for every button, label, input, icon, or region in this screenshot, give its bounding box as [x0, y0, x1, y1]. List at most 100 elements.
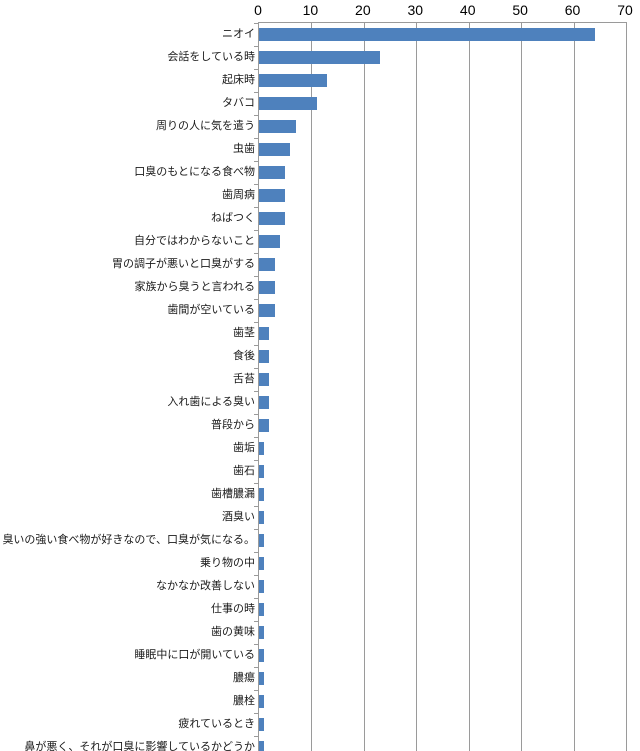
category-label: 入れ歯による臭い [167, 396, 255, 408]
y-axis-tick-mark [254, 644, 258, 645]
bar-row: 入れ歯による臭い [0, 391, 640, 414]
bar [259, 51, 380, 64]
bar-row: 臭いの強い食べ物が好きなので、口臭が気になる。 [0, 529, 640, 552]
bar [259, 97, 317, 110]
bar [259, 626, 265, 639]
gridline [363, 23, 365, 751]
bar-row: 仕事の時 [0, 598, 640, 621]
category-label: 周りの人に気を遣う [156, 120, 255, 132]
bar [259, 465, 265, 478]
category-label: 歯石 [233, 465, 255, 477]
bar-row: 膿瘍 [0, 667, 640, 690]
category-label: 鼻が悪く、それが口臭に影響しているかどうか [24, 741, 255, 751]
bar [259, 120, 296, 133]
category-label: 起床時 [222, 74, 255, 86]
y-axis-tick-mark [254, 69, 258, 70]
bar-row: 周りの人に気を遣う [0, 115, 640, 138]
y-axis-tick-mark [254, 575, 258, 576]
bar [259, 557, 265, 570]
bar [259, 373, 270, 386]
bar-row: 疲れているとき [0, 713, 640, 736]
category-label: 歯の黄味 [211, 626, 255, 638]
category-label: 普段から [211, 419, 255, 431]
category-label: 乗り物の中 [200, 557, 255, 569]
y-axis-tick-mark [254, 115, 258, 116]
bar-row: 睡眠中に口が開いている [0, 644, 640, 667]
category-label: 歯垢 [233, 442, 255, 454]
bar-row: 食後 [0, 345, 640, 368]
bar-row: 虫歯 [0, 138, 640, 161]
plot-area [258, 22, 627, 751]
bar [259, 580, 265, 593]
y-axis-tick-mark [254, 667, 258, 668]
y-axis-tick-mark [254, 161, 258, 162]
bar [259, 28, 595, 41]
bar [259, 350, 270, 363]
category-label: ねばつく [211, 212, 255, 224]
gridline [416, 23, 418, 751]
bar [259, 74, 328, 87]
category-label: なかなか改善しない [156, 580, 255, 592]
bar-row: 歯の黄味 [0, 621, 640, 644]
bar-row: 口臭のもとになる食べ物 [0, 161, 640, 184]
bar-row: 会話をしている時 [0, 46, 640, 69]
y-axis-tick-mark [254, 552, 258, 553]
category-label: 歯周病 [222, 189, 255, 201]
y-axis-tick-mark [254, 736, 258, 737]
bar-row: 酒臭い [0, 506, 640, 529]
x-axis-tick-label: 30 [407, 2, 424, 18]
x-axis-tick-labels: 0 10 20 30 40 50 60 70 [0, 0, 640, 22]
gridline [521, 23, 523, 751]
bar [259, 396, 270, 409]
category-label: 虫歯 [233, 143, 255, 155]
bar-row: 歯槽膿漏 [0, 483, 640, 506]
bar [259, 258, 275, 271]
x-axis-tick-label: 0 [254, 2, 262, 18]
category-label: 膿栓 [233, 695, 255, 707]
y-axis-tick-mark [254, 529, 258, 530]
y-axis-tick-mark [254, 184, 258, 185]
bar [259, 304, 275, 317]
bar-row: 歯間が空いている [0, 299, 640, 322]
y-axis-tick-mark [254, 690, 258, 691]
bar [259, 327, 270, 340]
category-label: 酒臭い [222, 511, 255, 523]
bar-row: 鼻が悪く、それが口臭に影響しているかどうか [0, 736, 640, 751]
y-axis-tick-mark [254, 368, 258, 369]
bar [259, 281, 275, 294]
y-axis-tick-mark [254, 253, 258, 254]
y-axis-tick-mark [254, 483, 258, 484]
bar [259, 695, 265, 708]
y-axis-tick-mark [254, 414, 258, 415]
y-axis-tick-mark [254, 92, 258, 93]
bar [259, 419, 270, 432]
category-label: 舌苔 [233, 373, 255, 385]
category-label: 疲れているとき [178, 718, 255, 730]
y-axis-tick-mark [254, 391, 258, 392]
category-label: 臭いの強い食べ物が好きなので、口臭が気になる。 [2, 534, 255, 546]
y-axis-tick-mark [254, 276, 258, 277]
category-label: ニオイ [222, 28, 255, 40]
x-axis-tick-label: 40 [459, 2, 476, 18]
bar-rows: ニオイ 会話をしている時 起床時 タバコ 周りの人に気を遣う 虫歯 口臭のもとになる食べ物歯… [0, 23, 640, 751]
category-label: 胃の調子が悪いと口臭がする [112, 258, 255, 270]
category-label: 歯茎 [233, 327, 255, 339]
y-axis-tick-mark [254, 506, 258, 507]
category-label: 口臭のもとになる食べ物 [134, 166, 255, 178]
bar [259, 442, 265, 455]
y-axis-tick-mark [254, 230, 258, 231]
bar-row: ねばつく [0, 207, 640, 230]
category-label: 自分ではわからないこと [134, 235, 255, 247]
category-label: 家族から臭うと言われる [134, 281, 255, 293]
bar [259, 189, 286, 202]
gridline [468, 23, 470, 751]
bar [259, 212, 286, 225]
y-axis-tick-mark [254, 460, 258, 461]
bar-row: 歯周病 [0, 184, 640, 207]
y-axis-tick-mark [254, 299, 258, 300]
y-axis-tick-mark [254, 207, 258, 208]
bar-row: 乗り物の中 [0, 552, 640, 575]
bar [259, 672, 265, 685]
bar-row: 舌苔 [0, 368, 640, 391]
